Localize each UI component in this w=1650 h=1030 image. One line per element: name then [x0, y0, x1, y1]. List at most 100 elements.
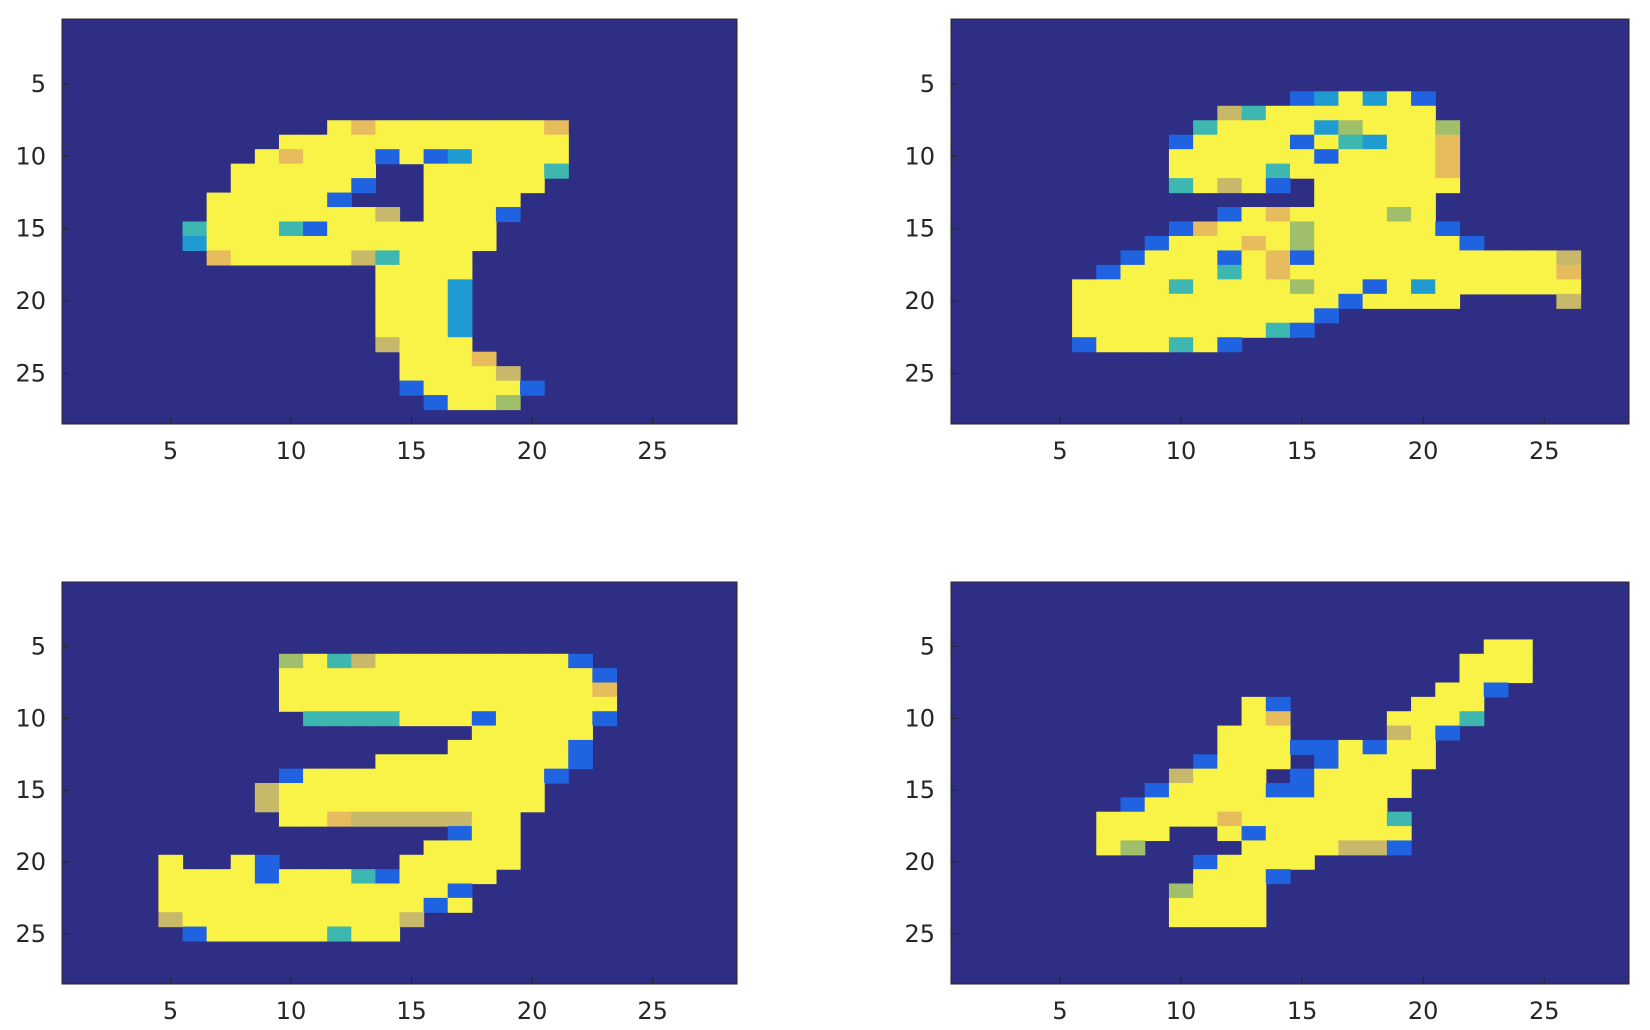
heatmap-cell [1217, 897, 1243, 913]
heatmap-cell [1241, 854, 1267, 870]
heatmap-cell [1265, 783, 1291, 798]
heatmap-cell [1168, 178, 1194, 194]
heatmap-cell [1338, 120, 1364, 136]
heatmap-cell [1217, 768, 1243, 784]
heatmap-cell [1314, 826, 1340, 842]
heatmap-cell [303, 682, 328, 698]
heatmap-cell [1386, 178, 1412, 194]
heatmap-cell [568, 653, 593, 669]
heatmap-cell [447, 395, 473, 411]
heatmap-cell [544, 682, 569, 698]
heatmap-cell [303, 235, 328, 252]
heatmap-cell [254, 926, 280, 942]
heatmap-cell [1411, 696, 1436, 712]
x-tick-label: 5 [163, 437, 178, 465]
heatmap-cell [1217, 134, 1243, 150]
heatmap-cell [423, 207, 449, 223]
heatmap-cell [182, 897, 208, 913]
heatmap-cell [1120, 337, 1146, 353]
heatmap-cell [1265, 696, 1291, 712]
heatmap-cell [423, 653, 449, 669]
heatmap-cell [1193, 134, 1218, 150]
heatmap-cell [1241, 279, 1267, 295]
heatmap-cell [375, 682, 401, 698]
heatmap-cell [1241, 221, 1267, 237]
heatmap-cell [1314, 221, 1340, 237]
heatmap-cell [544, 163, 569, 179]
heatmap-cell [1217, 883, 1243, 899]
heatmap-cell [1532, 250, 1557, 266]
heatmap-cell [447, 754, 473, 770]
heatmap-cell [1362, 739, 1388, 755]
heatmap-cell [423, 711, 449, 727]
heatmap-cell [1362, 754, 1388, 770]
heatmap-cell [278, 235, 304, 252]
heatmap-cell [230, 250, 256, 266]
heatmap-cell [1338, 768, 1364, 784]
heatmap-cell [1265, 134, 1291, 150]
heatmap-cell [254, 221, 280, 237]
heatmap-cell [471, 854, 497, 870]
heatmap-cell [1168, 264, 1194, 280]
heatmap-cell [1411, 725, 1436, 741]
heatmap-cell [1144, 826, 1170, 842]
heatmap-cell [520, 711, 545, 727]
heatmap-cell [1265, 264, 1291, 280]
heatmap-cell [1265, 869, 1291, 885]
heatmap-cell [1096, 264, 1122, 280]
heatmap-cell [1265, 308, 1291, 324]
heatmap-cell [1193, 783, 1218, 798]
heatmap-cell [1265, 279, 1291, 295]
heatmap-cell [1265, 163, 1291, 179]
heatmap-cell [1507, 653, 1533, 669]
heatmap-cell [1362, 235, 1388, 252]
heatmap-cell [471, 653, 497, 669]
heatmap-cell [471, 163, 497, 179]
heatmap-cell [1459, 279, 1485, 295]
heatmap-cell [1265, 120, 1291, 136]
heatmap-cell [399, 883, 425, 899]
heatmap-cell [544, 149, 569, 165]
heatmap-cell [423, 337, 449, 353]
heatmap-cell [1265, 811, 1291, 827]
heatmap-cell [1314, 768, 1340, 784]
heatmap-cell [1314, 840, 1340, 856]
heatmap-cell [1290, 235, 1315, 252]
heatmap-cell [447, 797, 473, 813]
heatmap-cell [1338, 250, 1364, 266]
heatmap-cell [495, 149, 521, 165]
heatmap-cell [447, 366, 473, 382]
heatmap-cell [447, 869, 473, 885]
heatmap-cell [1290, 279, 1315, 295]
heatmap-cell [351, 711, 376, 727]
heatmap-cell [471, 682, 497, 698]
y-tick-label: 20 [904, 287, 935, 315]
heatmap-cell [1314, 797, 1340, 813]
heatmap-cell [568, 682, 593, 698]
heatmap-cell [399, 768, 425, 784]
heatmap-cell [399, 235, 425, 252]
heatmap-cell [327, 178, 352, 194]
heatmap-cell [1265, 178, 1291, 194]
heatmap-cell [1144, 293, 1170, 309]
heatmap-cell [278, 250, 304, 266]
heatmap-cell [495, 366, 521, 382]
heatmap-cell [399, 897, 425, 913]
y-tick-label: 25 [15, 920, 46, 948]
heatmap-cell [447, 840, 473, 856]
heatmap-cell [1411, 250, 1436, 266]
heatmap-cell [1314, 207, 1340, 223]
heatmap-cell [471, 395, 497, 411]
heatmap-cell [1193, 869, 1218, 885]
heatmap-cell [520, 380, 545, 396]
heatmap-cell [544, 668, 569, 684]
heatmap-cell [375, 912, 401, 928]
heatmap-cell [1241, 869, 1267, 885]
heatmap-cell [1168, 163, 1194, 179]
heatmap-cell [471, 134, 497, 150]
heatmap-cell [1217, 279, 1243, 295]
heatmap-cell [447, 120, 473, 136]
heatmap-cell [1241, 696, 1267, 712]
heatmap-cell [423, 308, 449, 324]
heatmap-cell [1290, 811, 1315, 827]
